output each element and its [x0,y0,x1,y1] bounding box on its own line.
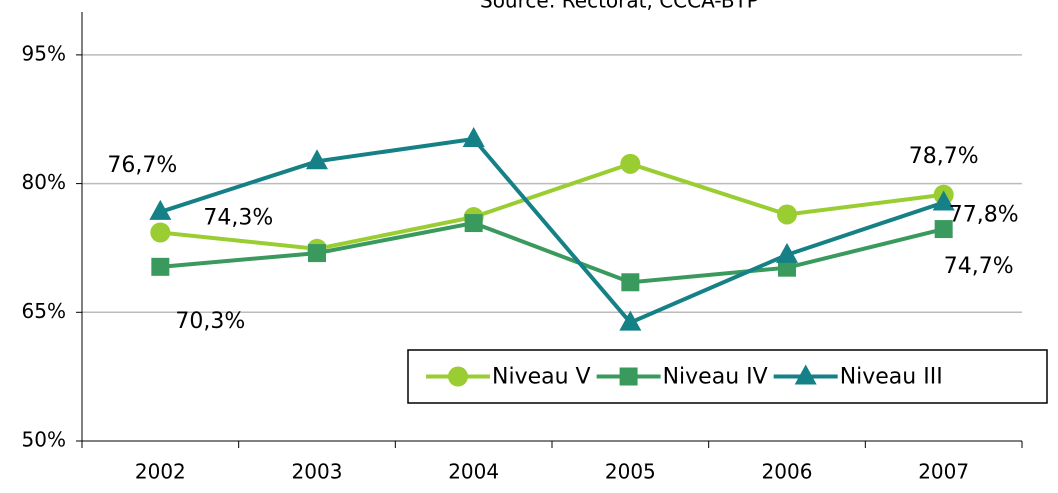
legend-label: Niveau IV [663,365,768,390]
x-tick-label: 2003 [292,460,343,484]
series-line [160,220,945,285]
point [620,153,641,174]
x-tick-label: 2004 [448,460,499,484]
point [776,242,798,263]
y-tick-label: 50% [22,428,66,452]
point [151,257,170,276]
data-label: 70,3% [175,309,245,334]
data-label: 77,8% [949,202,1019,227]
data-label: 78,7% [909,144,979,169]
series-line [159,136,945,326]
point [777,204,797,225]
data-label: 74,7% [944,254,1014,279]
point [464,214,483,233]
point [934,220,953,239]
data-label: 74,3% [203,206,273,231]
annotation: Source: Rectorat, CCCA-BTP [480,0,759,13]
x-tick-label: 2005 [605,460,656,484]
legend: Niveau V Niveau IV Niveau III [407,349,1048,404]
x-tick-label: 2002 [135,460,186,484]
point [149,199,172,220]
point [778,258,796,277]
x-tick-label: 2007 [918,460,969,484]
point [619,367,638,386]
point [306,149,328,170]
legend-label: Niveau V [492,365,591,390]
y-tick-label: 65% [22,299,66,323]
point [621,273,640,292]
data-label: 76,7% [107,153,177,178]
y-tick-label: 95% [22,41,66,65]
y-tick-label: 80% [22,170,66,194]
x-tick-label: 2006 [762,460,813,484]
point [932,190,955,211]
series-line [160,161,944,251]
legend-label: Niveau III [840,365,943,390]
point [448,366,468,387]
point [794,364,817,385]
legend-box [407,349,1048,404]
point [462,126,485,147]
point [619,310,642,331]
point [150,222,171,243]
point [308,244,326,263]
